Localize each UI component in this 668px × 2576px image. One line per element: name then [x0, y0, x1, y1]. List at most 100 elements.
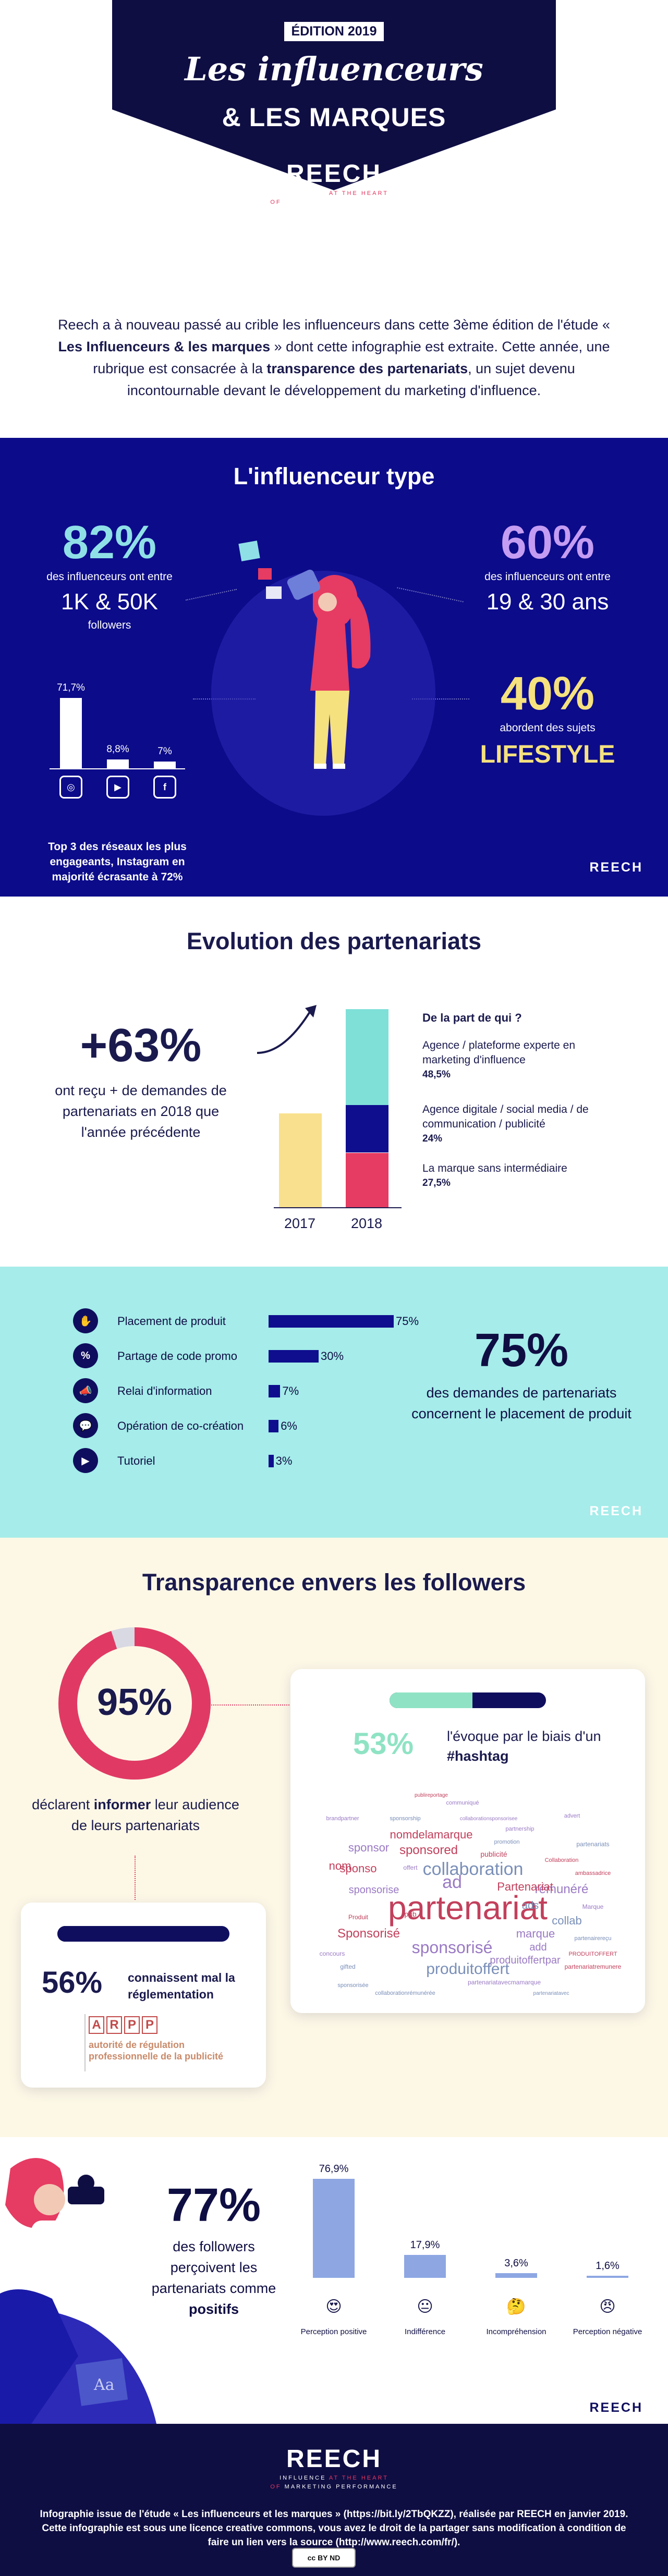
perception-label: Indifférence: [404, 2327, 446, 2336]
word-cloud-term: concours: [320, 1950, 345, 1957]
word-cloud-term: offert: [403, 1864, 418, 1871]
request-row: % Partage de code promo 30%: [73, 1343, 438, 1368]
word-cloud-term: partenariatremunere: [565, 1963, 622, 1970]
word-cloud-term: nom: [329, 1859, 351, 1872]
request-value: 3%: [275, 1454, 293, 1467]
angry-face-icon: 😠: [599, 2298, 616, 2315]
influencer-with-binoculars-illustration: Aa: [0, 2158, 156, 2424]
request-bar: [269, 1315, 394, 1328]
word-cloud-term: promotion: [494, 1839, 520, 1845]
placement-text: des demandes de partenariats concernent …: [411, 1385, 631, 1421]
intro-section: Reech a à nouveau passé au crible les in…: [0, 261, 668, 438]
followers-line-3: followers: [88, 619, 131, 631]
topics-value: LIFESTYLE: [480, 741, 615, 768]
bar-2018-segment: [346, 1105, 388, 1153]
chart-baseline: [274, 1207, 402, 1208]
bar-2018-segment: [346, 1009, 388, 1106]
age-line-1: des influenceurs ont entre: [484, 571, 611, 583]
word-cloud-term: marque: [516, 1927, 555, 1940]
positive-percent: 77%: [166, 2179, 261, 2231]
transparency-section: Transparence envers les followers 95% dé…: [0, 1538, 668, 2137]
hashtag-percent: 53%: [353, 1727, 414, 1761]
bar-2017: [279, 1113, 322, 1207]
request-bar: [269, 1420, 279, 1432]
perception-value: 1,6%: [596, 2260, 620, 2272]
positive-text: des followers perçoivent les partenariat…: [151, 2239, 276, 2317]
reech-logo: REECH: [286, 2445, 382, 2473]
word-cloud-term: partnership: [505, 1826, 534, 1832]
word-cloud-term: partenariat: [388, 1889, 548, 1927]
request-value: 75%: [396, 1315, 419, 1328]
word-cloud-term: collaborationrémunérée: [375, 1990, 435, 1996]
title-line-1: Les influenceurs: [185, 50, 483, 88]
connector-line: [135, 1856, 136, 1900]
perception-label: Perception positive: [300, 2327, 367, 2336]
facebook-icon: f: [153, 776, 176, 799]
megaphone-icon: 📣: [73, 1378, 98, 1403]
word-cloud-term: sponsored: [399, 1843, 458, 1857]
social-value-label: 71,7%: [57, 682, 85, 693]
sources-title: De la part de qui ?: [422, 1011, 522, 1024]
logo-tagline-2: OF MARKETING PERFORMANCE: [270, 199, 398, 205]
word-cloud-term: nomdelamarque: [390, 1828, 473, 1841]
word-cloud-term: rémunéré: [535, 1882, 589, 1896]
instagram-icon: ◎: [59, 776, 82, 799]
section-title: Evolution des partenariats: [186, 928, 482, 954]
video-icon: ▶: [73, 1448, 98, 1473]
word-cloud-term: ads: [522, 1900, 539, 1911]
word-cloud-term: partenariats: [576, 1841, 609, 1848]
reech-watermark: REECH: [589, 2400, 643, 2415]
request-label: Tutoriel: [117, 1454, 155, 1467]
section-title: L'influenceur type: [233, 463, 435, 489]
youtube-icon: ▶: [106, 776, 129, 799]
year-label: 2017: [284, 1216, 316, 1231]
word-cloud-term: pub: [404, 1910, 417, 1918]
word-cloud-term: gifted: [340, 1963, 355, 1970]
heart-eyes-icon: 😍: [325, 2298, 342, 2315]
divider: [84, 2014, 86, 2071]
reech-watermark: REECH: [589, 1504, 643, 1518]
reech-watermark: REECH: [589, 860, 643, 875]
growth-text: ont reçu + de demandes de partenariats e…: [55, 1083, 227, 1140]
header-section: ÉDITION 2019 Les influenceurs & LES MARQ…: [0, 0, 668, 261]
hashtag-word-cloud: partenariatcollaborationsponsoriséprodui…: [320, 1793, 622, 1996]
chat-icon: 💬: [73, 1413, 98, 1438]
arpp-description: autorité de régulation professionnelle d…: [89, 2040, 224, 2062]
year-label: 2018: [350, 1216, 383, 1231]
request-row: 💬 Opération de co-création 6%: [73, 1413, 438, 1438]
edition-badge: ÉDITION 2019: [284, 22, 384, 41]
word-cloud-term: partenairereçu: [575, 1935, 612, 1942]
word-cloud-term: Marque: [582, 1903, 604, 1910]
section-title: Transparence envers les followers: [142, 1569, 526, 1596]
chart-baseline: [50, 768, 185, 769]
topics-percent: 40%: [500, 668, 595, 720]
perception-label: Incompréhension: [486, 2327, 546, 2336]
topics-line-1: abordent des sujets: [500, 722, 596, 734]
perception-label: Perception négative: [573, 2327, 642, 2336]
footer-section: REECH INFLUENCE AT THE HEART OF MARKETIN…: [0, 2424, 668, 2576]
word-cloud-term: Partenariat: [497, 1880, 553, 1893]
followers-percent: 82%: [62, 517, 157, 569]
arpp-logo: A R P P: [89, 2016, 157, 2034]
request-bar: [269, 1350, 319, 1363]
placement-percent: 75%: [474, 1324, 569, 1377]
source-item: La marque sans intermédiaire 27,5%: [422, 1162, 567, 1188]
logo-tagline-2: OF MARKETING PERFORMANCE: [270, 2484, 398, 2490]
word-cloud-term: Collaboration: [545, 1857, 579, 1863]
word-cloud-term: produitoffertpar: [490, 1955, 561, 1966]
growth-percent: +63%: [80, 1020, 202, 1072]
word-cloud-term: partenariatavecmamarque: [468, 1979, 541, 1986]
inform-donut-chart: 95%: [58, 1627, 211, 1780]
request-label: Opération de co-création: [117, 1419, 244, 1432]
regulation-percent: 56%: [42, 1966, 103, 2000]
inform-text: déclarent informer leur audience de leur…: [32, 1797, 239, 1833]
creative-commons-badge[interactable]: cc BY ND: [292, 2548, 356, 2568]
regulation-progress-fill: [57, 1926, 154, 1942]
perception-value: 76,9%: [319, 2163, 349, 2175]
social-value-label: 7%: [157, 745, 172, 757]
donut-value-arc: [58, 1627, 211, 1780]
word-cloud-term: add: [529, 1942, 546, 1953]
logo-tagline-1: INFLUENCE AT THE HEART: [280, 2475, 388, 2481]
growth-arrow-icon: [257, 1005, 317, 1054]
logo-tagline-1: INFLUENCE AT THE HEART: [280, 190, 388, 197]
